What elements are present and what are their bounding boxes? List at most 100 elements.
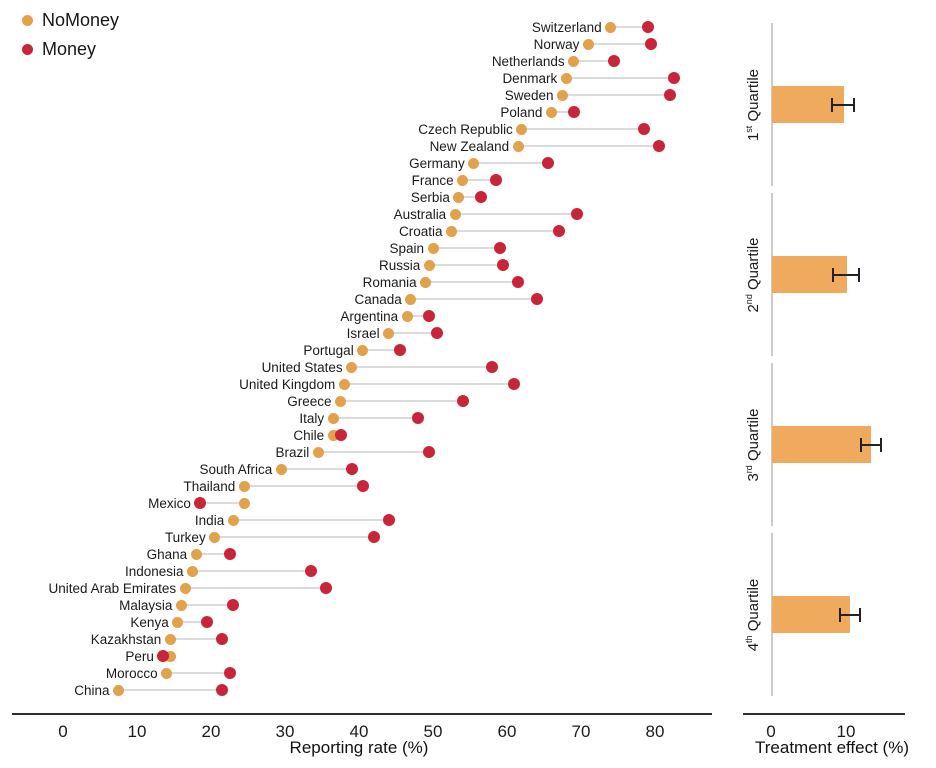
nomoney-dot (164, 650, 176, 662)
connector-line (333, 417, 419, 419)
money-dot (356, 480, 369, 492)
country-label: China (74, 682, 110, 698)
treatment-effect-bar (771, 596, 850, 633)
connector-line (185, 587, 326, 589)
nomoney-dot (405, 293, 417, 305)
country-row: Turkey (0, 529, 936, 546)
country-label: India (194, 512, 225, 528)
connector-line (388, 332, 437, 334)
country-label: Peru (125, 648, 154, 664)
connector-line (573, 60, 615, 62)
country-row: Ghana (0, 546, 936, 563)
money-dot (508, 378, 521, 390)
country-row: United Kingdom (0, 376, 936, 393)
connector-line (458, 196, 482, 198)
money-dot (334, 429, 347, 441)
nomoney-dot (327, 412, 339, 424)
connector-line (451, 230, 559, 232)
x-axis-tick-label: 0 (58, 722, 68, 741)
country-label: Serbia (410, 189, 450, 205)
x-axis-tick-label: 20 (201, 722, 221, 741)
connector-line (281, 468, 352, 470)
country-row: Romania (0, 274, 936, 291)
nomoney-dot (468, 157, 480, 169)
x-axis-tick-label: 10 (127, 722, 147, 741)
quartile-label: 4th Quartile (744, 578, 762, 651)
treatment-effect-bar (771, 426, 872, 463)
nomoney-dot (175, 599, 187, 611)
error-bar (833, 273, 859, 276)
connector-line (177, 621, 208, 623)
money-dot (667, 72, 680, 84)
country-row: Kenya (0, 614, 936, 631)
money-dot (552, 225, 565, 237)
nomoney-dot (449, 208, 461, 220)
money-dot (430, 327, 443, 339)
nomoney-dot (327, 429, 339, 441)
x-axis-tick-label: 60 (497, 722, 517, 741)
money-dot (227, 599, 240, 611)
error-bar-cap (832, 267, 835, 282)
country-label: Malaysia (119, 597, 173, 613)
connector-line (344, 383, 515, 385)
money-dot (304, 565, 317, 577)
connector-line (551, 111, 574, 113)
country-label: Denmark (502, 70, 558, 86)
country-row: Indonesia (0, 563, 936, 580)
nomoney-dot (238, 480, 250, 492)
error-bar-cap (839, 607, 841, 622)
nomoney-dot (453, 191, 465, 203)
country-label: Croatia (398, 223, 443, 239)
money-dot (382, 514, 395, 526)
connector-line (462, 179, 496, 181)
connector-line (340, 400, 463, 402)
money-dot (423, 446, 436, 458)
money-dot (319, 582, 332, 594)
country-label: Germany (409, 155, 465, 171)
quartile-label: 1st Quartile (744, 68, 762, 141)
country-label: Russia (379, 257, 421, 273)
country-label: Greece (287, 393, 332, 409)
nomoney-dot (557, 89, 568, 101)
money-dot (512, 276, 525, 288)
country-row: Malaysia (0, 597, 936, 614)
country-row: Greece (0, 393, 936, 410)
error-bar (861, 443, 882, 446)
country-row: Serbia (0, 189, 936, 206)
error-bar-cap (830, 97, 833, 112)
money-dot (423, 310, 436, 322)
country-label: United States (261, 359, 343, 375)
connector-line (521, 128, 644, 130)
money-dot (223, 667, 236, 679)
quartile-label: 3rd Quartile (744, 407, 762, 482)
nomoney-dot (383, 327, 395, 339)
country-label: Switzerland (531, 19, 602, 35)
country-row: Croatia (0, 223, 936, 240)
country-label: Romania (362, 274, 417, 290)
nomoney-dot (179, 582, 191, 594)
country-row: Denmark (0, 70, 936, 87)
nomoney-dot (568, 55, 580, 67)
connector-line (351, 366, 493, 368)
nomoney-dot (582, 38, 594, 50)
country-row: Sweden (0, 87, 936, 104)
connector-line (362, 349, 400, 351)
country-label: Netherlands (491, 53, 565, 69)
connector-line (214, 536, 374, 538)
error-bar-cap (880, 437, 883, 452)
money-dot (412, 412, 425, 424)
country-row: Canada (0, 291, 936, 308)
money-dot (645, 38, 658, 50)
nomoney-dot (209, 531, 221, 543)
country-row: Germany (0, 155, 936, 172)
money-dot (216, 684, 229, 696)
x-axis-tick-label: 50 (423, 722, 443, 741)
country-label: Brazil (275, 444, 310, 460)
connector-line (425, 281, 519, 283)
connector-line (244, 485, 363, 487)
connector-line (562, 94, 670, 96)
connector-line (407, 315, 430, 317)
country-label: Australia (393, 206, 447, 222)
nomoney-dot (560, 72, 572, 84)
connector-line (118, 689, 223, 691)
